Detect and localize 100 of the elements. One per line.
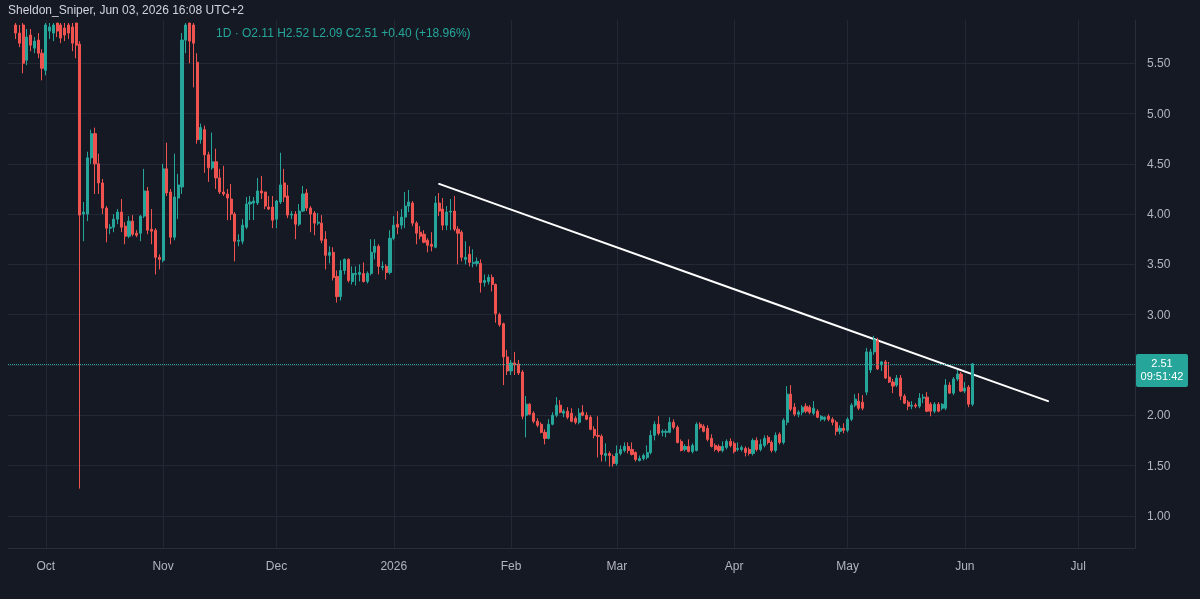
candlestick [525,395,528,438]
candlestick [313,210,316,236]
candlestick [759,438,762,452]
candlestick [559,399,562,414]
y-tick-label: 1.00 [1147,508,1171,523]
candlestick [627,441,630,454]
candlestick [196,52,199,145]
x-tick-label: Jun [955,559,975,573]
candlestick [820,414,823,422]
candlestick [52,22,55,42]
candlestick [354,265,357,287]
y-tick-label: 3.50 [1147,257,1171,272]
x-tick-label: Feb [500,559,522,573]
candlestick [967,384,970,408]
candlestick [381,260,384,271]
candlestick [59,22,62,44]
candlestick [434,195,437,249]
candlestick [612,453,615,468]
candlestick [740,444,743,452]
candlestick [661,428,664,437]
candlestick [838,424,842,435]
text: 1D · O2.11 H2.52 L2.09 C2.51 +0.40 (+18.96%) [216,26,471,40]
candlestick [804,402,808,414]
candlestick [339,259,342,302]
candlestick [827,413,830,422]
x-tick-label: Jul [1070,559,1086,573]
candlestick [725,438,728,450]
candlestick [925,391,929,413]
candlestick [615,444,618,467]
x-tick-label: Oct [36,559,56,573]
y-tick-label: 3.00 [1147,307,1171,322]
candlestick [683,443,687,452]
candlestick [214,148,218,190]
y-tick-label: 1.50 [1147,458,1171,473]
candlestick [918,392,921,409]
candlestick [778,431,781,445]
ref-line-label: 2.51 [1150,356,1174,370]
candlestick [199,123,202,145]
candlestick [513,351,516,376]
candlestick [823,415,826,422]
candlestick [570,407,573,423]
candlestick [751,437,755,456]
text: 09:51:42 [1139,369,1185,383]
candlestick [479,258,482,294]
candlestick [562,408,565,418]
candlestick [963,381,966,394]
candlestick [464,240,467,265]
candlestick [430,231,433,252]
candlestick [33,36,36,54]
candlestick [763,434,766,448]
candlestick [468,245,471,267]
candlestick [959,371,963,393]
candlestick [857,392,860,411]
candlestick [744,445,747,457]
candlestick [271,195,274,229]
text: Sheldon_Sniper, Jun 03, 2026 16:08 UTC+2 [8,3,244,17]
candlestick [774,431,777,453]
candlestick [487,273,490,285]
candlestick [910,400,913,410]
candlestick [687,438,690,453]
candlestick [895,374,898,388]
candlestick [385,263,388,280]
y-tick-label: 4.00 [1147,207,1171,222]
candlestick [22,22,25,74]
candlestick [441,197,444,231]
y-tick-label: 2.00 [1147,408,1171,423]
candlestick [63,22,66,42]
candlestick [668,416,671,434]
candlestick [937,401,940,413]
x-tick-label: May [836,559,859,573]
x-tick-label: Mar [606,559,628,573]
candlestick [948,381,951,395]
candlestick [842,422,845,434]
candlestick [922,393,925,404]
candlestick [25,28,28,66]
candlestick [581,404,584,417]
candlestick [816,408,819,419]
candlestick [835,419,838,436]
candlestick [914,402,917,409]
candlestick [377,243,380,275]
candlestick [449,198,452,231]
candlestick [347,257,350,283]
candlestick [460,229,463,262]
candlestick [604,442,607,463]
candlestick [797,409,800,418]
candlestick [736,441,739,452]
candlestick [808,404,811,415]
candlestick [801,404,804,416]
candlestick [657,415,660,436]
candlestick [770,439,773,453]
candlestick [755,436,758,452]
candlestick [884,359,887,380]
candlestick [812,400,815,416]
candlestick [358,263,361,282]
candlestick [748,446,751,456]
candlestick [131,214,134,237]
candlestick [328,245,331,264]
candlestick [290,210,293,220]
x-tick-label: 2026 [380,559,408,573]
candlestick [317,212,320,226]
